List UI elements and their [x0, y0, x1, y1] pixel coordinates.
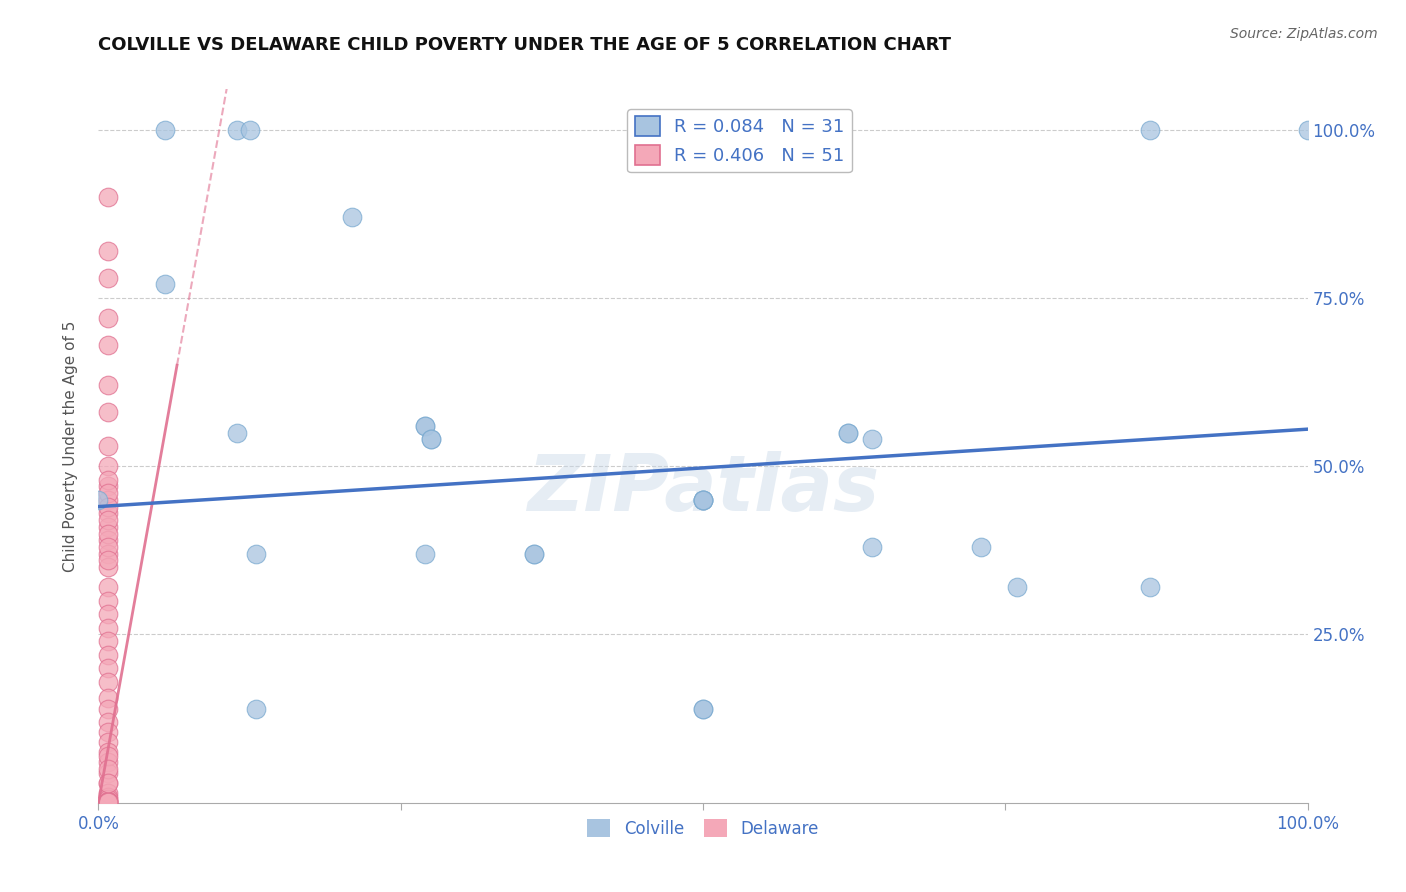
Point: [97, 270, 120, 285]
Point: [692, 701, 714, 715]
Point: [97, 473, 120, 487]
Point: [970, 540, 993, 554]
Point: [692, 701, 714, 715]
Point: [860, 432, 883, 446]
Point: [245, 547, 267, 561]
Point: [413, 418, 436, 433]
Point: [97, 786, 120, 800]
Point: [97, 748, 120, 763]
Point: [692, 492, 714, 507]
Point: [97, 745, 120, 759]
Text: Source: ZipAtlas.com: Source: ZipAtlas.com: [1230, 27, 1378, 41]
Point: [97, 674, 120, 689]
Point: [97, 691, 120, 706]
Point: [1139, 580, 1161, 594]
Point: [97, 580, 120, 594]
Point: [97, 479, 120, 493]
Point: [97, 794, 120, 808]
Point: [87, 492, 110, 507]
Text: ZIPatlas: ZIPatlas: [527, 450, 879, 527]
Point: [97, 795, 120, 809]
Point: [97, 795, 120, 809]
Point: [692, 492, 714, 507]
Point: [97, 775, 120, 789]
Point: [97, 795, 120, 809]
Point: [97, 405, 120, 419]
Point: [1007, 580, 1029, 594]
Point: [97, 648, 120, 662]
Point: [97, 486, 120, 500]
Point: [97, 506, 120, 520]
Y-axis label: Child Poverty Under the Age of 5: Child Poverty Under the Age of 5: [63, 320, 77, 572]
Point: [342, 210, 364, 224]
Point: [97, 775, 120, 789]
Point: [1296, 122, 1319, 136]
Point: [226, 122, 249, 136]
Point: [97, 714, 120, 729]
Point: [97, 701, 120, 715]
Point: [97, 725, 120, 739]
Point: [97, 621, 120, 635]
Point: [420, 432, 443, 446]
Point: [153, 122, 176, 136]
Point: [97, 594, 120, 608]
Point: [97, 378, 120, 392]
Point: [97, 735, 120, 749]
Point: [97, 634, 120, 648]
Point: [692, 492, 714, 507]
Point: [97, 762, 120, 776]
Point: [97, 439, 120, 453]
Point: [97, 520, 120, 534]
Point: [860, 540, 883, 554]
Point: [413, 547, 436, 561]
Point: [837, 425, 859, 440]
Point: [97, 795, 120, 809]
Legend: Colville, Delaware: Colville, Delaware: [581, 813, 825, 845]
Point: [97, 607, 120, 622]
Point: [153, 277, 176, 292]
Point: [97, 553, 120, 567]
Point: [523, 547, 546, 561]
Point: [97, 311, 120, 326]
Point: [97, 560, 120, 574]
Point: [97, 547, 120, 561]
Point: [97, 765, 120, 780]
Point: [97, 513, 120, 527]
Point: [97, 756, 120, 770]
Point: [97, 459, 120, 474]
Point: [692, 492, 714, 507]
Point: [420, 432, 443, 446]
Point: [239, 122, 262, 136]
Point: [97, 526, 120, 541]
Point: [97, 661, 120, 675]
Point: [97, 540, 120, 554]
Point: [413, 418, 436, 433]
Point: [226, 425, 249, 440]
Point: [97, 244, 120, 258]
Point: [837, 425, 859, 440]
Point: [523, 547, 546, 561]
Point: [97, 790, 120, 805]
Point: [97, 190, 120, 204]
Point: [97, 338, 120, 352]
Point: [97, 792, 120, 806]
Point: [1139, 122, 1161, 136]
Point: [97, 533, 120, 548]
Point: [245, 701, 267, 715]
Point: [97, 492, 120, 507]
Text: COLVILLE VS DELAWARE CHILD POVERTY UNDER THE AGE OF 5 CORRELATION CHART: COLVILLE VS DELAWARE CHILD POVERTY UNDER…: [98, 36, 952, 54]
Point: [97, 500, 120, 514]
